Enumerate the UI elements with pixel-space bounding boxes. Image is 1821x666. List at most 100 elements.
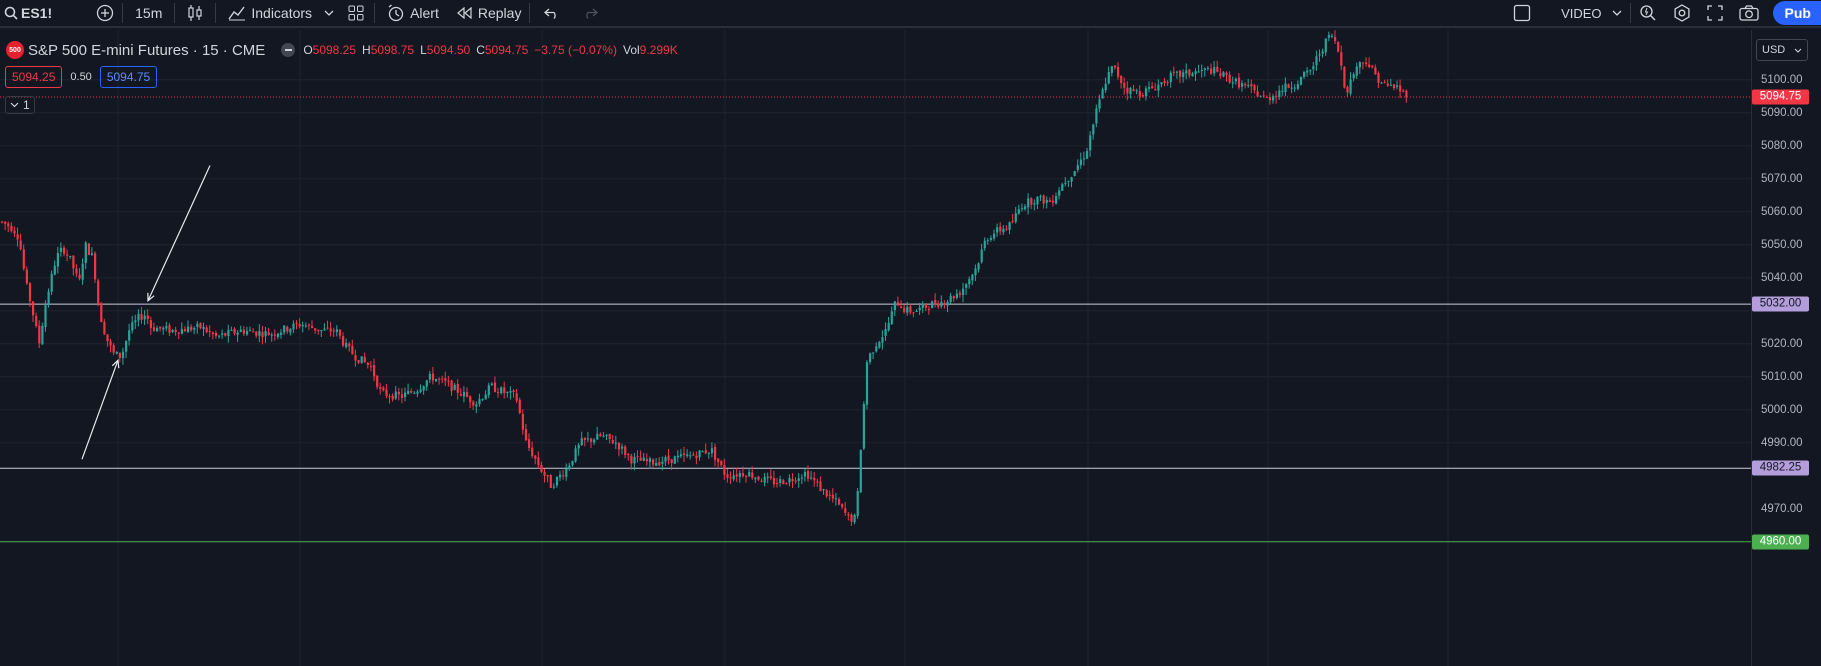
candle-body [385, 389, 388, 396]
snapshot-button[interactable] [1731, 0, 1767, 27]
chart-type-button[interactable] [175, 0, 215, 27]
high-value: 5098.75 [370, 43, 415, 57]
candle-body [952, 296, 955, 299]
symbol-title[interactable]: S&P 500 E-mini Futures · 15 · CME [28, 41, 266, 59]
candle-up [1002, 225, 1005, 236]
candle-body [338, 329, 342, 336]
candle-down [1256, 85, 1259, 97]
indicators-button[interactable]: Indicators [216, 0, 320, 27]
chevron-down-icon [1794, 48, 1802, 53]
candle-body [717, 458, 720, 463]
annotation-arrow[interactable] [147, 165, 211, 303]
replay-button[interactable]: Replay [447, 0, 530, 27]
candle-body [574, 448, 577, 462]
candle-up [834, 492, 838, 506]
candle-up [128, 323, 131, 346]
indicators-menu-button[interactable] [320, 0, 338, 27]
candle-down [1346, 85, 1349, 97]
currency-select[interactable]: USD [1756, 39, 1808, 61]
candle-down [174, 326, 177, 336]
candle-up [605, 434, 608, 441]
candle-body [1216, 66, 1219, 72]
candle-body [472, 401, 475, 406]
candle-body [714, 447, 717, 460]
symbol-search-button[interactable]: ES1! [0, 0, 60, 27]
candle-body [710, 448, 714, 454]
candle-down [772, 470, 776, 488]
candle-down [524, 423, 528, 442]
candle-down [1371, 64, 1374, 69]
alert-button[interactable]: Alert [375, 0, 447, 27]
candle-body [407, 390, 410, 394]
undo-button[interactable] [530, 0, 574, 27]
candle-body [1203, 68, 1206, 70]
candle-down [366, 362, 369, 369]
candle-up [258, 324, 261, 343]
candle-body [19, 240, 22, 250]
candle-body [1117, 66, 1120, 77]
candle-up [301, 321, 304, 333]
candle-down [168, 322, 171, 337]
price-label-support[interactable]: 4960.00 [1752, 534, 1809, 550]
candle-body [856, 491, 859, 516]
buy-price-button[interactable]: 5094.75 [99, 66, 158, 88]
candle-up [1247, 78, 1250, 88]
video-menu-button[interactable] [1608, 0, 1630, 27]
candle-body [887, 322, 890, 331]
candle-up [230, 326, 233, 331]
annotation-arrow[interactable] [81, 358, 120, 460]
candle-down [1216, 60, 1219, 73]
candlestick-chart[interactable] [0, 30, 1751, 666]
candle-body [1188, 69, 1191, 76]
candle-body [320, 330, 323, 332]
open-value: 5098.25 [312, 43, 357, 57]
candle-down [106, 334, 109, 347]
chart-pane[interactable] [0, 30, 1751, 666]
candle-body [66, 254, 69, 256]
candle-body [276, 333, 280, 337]
candle-body [118, 352, 121, 359]
candle-down [813, 472, 816, 487]
fullscreen-button[interactable] [1699, 0, 1731, 27]
candle-body [1200, 70, 1203, 72]
candle-body [1132, 89, 1135, 91]
candle-up [1135, 88, 1138, 95]
candle-body [1368, 64, 1371, 67]
candle-down [100, 302, 103, 323]
publish-button[interactable]: Pub [1772, 1, 1821, 25]
candle-body [335, 329, 338, 333]
candle-body [450, 380, 453, 392]
candle-up [1197, 64, 1200, 73]
settings-button[interactable] [1665, 0, 1699, 27]
quick-search-button[interactable] [1631, 0, 1665, 27]
candle-up [1098, 94, 1101, 113]
price-axis[interactable] [1751, 30, 1821, 666]
layouts-button[interactable] [338, 0, 374, 27]
video-button[interactable]: VIDEO [1549, 0, 1607, 27]
redo-button[interactable] [574, 0, 606, 27]
candle-body [627, 454, 630, 456]
layout-toggle-button[interactable] [1503, 0, 1549, 27]
candle-body [500, 387, 503, 394]
candle-down [543, 468, 546, 483]
candle-body [506, 391, 509, 393]
candle-up [249, 326, 252, 332]
interval-button[interactable]: 15m [123, 0, 174, 27]
price-label-line[interactable]: 4982.25 [1752, 460, 1809, 476]
plus-circle-icon [96, 4, 114, 22]
candle-body [397, 391, 400, 395]
candle-up [633, 452, 636, 471]
candle-body [1104, 83, 1107, 91]
price-label-line[interactable]: 5032.00 [1752, 296, 1809, 312]
price-label-last[interactable]: 5094.75 [1752, 89, 1809, 105]
annotation-arrows[interactable] [81, 165, 211, 460]
candle-down [583, 437, 586, 447]
indicators-collapse-button[interactable]: 1 [5, 96, 35, 114]
sell-price-button[interactable]: 5094.25 [5, 66, 63, 88]
horizontal-lines[interactable] [0, 96, 1751, 543]
candle-up [596, 426, 599, 440]
candle-body [534, 455, 537, 459]
legend-collapse-button[interactable] [281, 43, 296, 57]
compare-add-button[interactable] [60, 0, 122, 27]
candle-body [193, 328, 196, 330]
